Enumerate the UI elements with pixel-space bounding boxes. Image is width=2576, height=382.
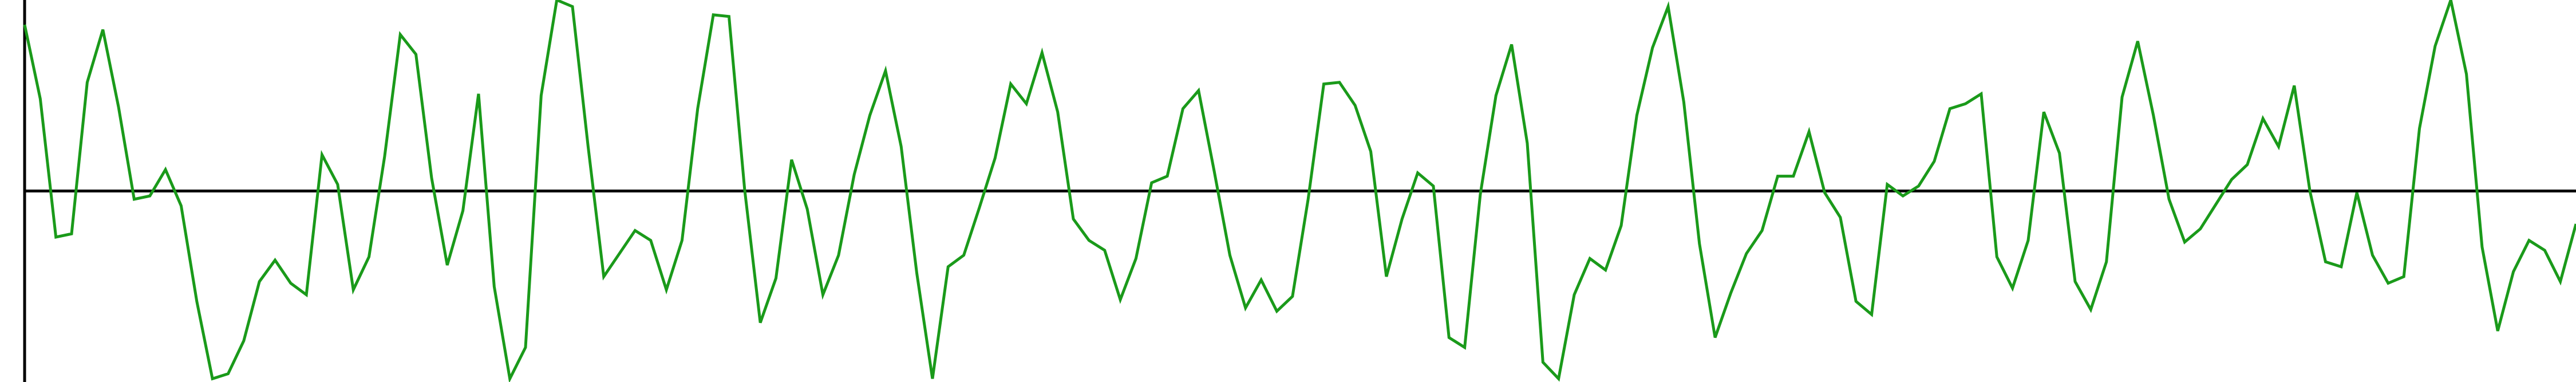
data-line bbox=[23, 0, 2576, 382]
